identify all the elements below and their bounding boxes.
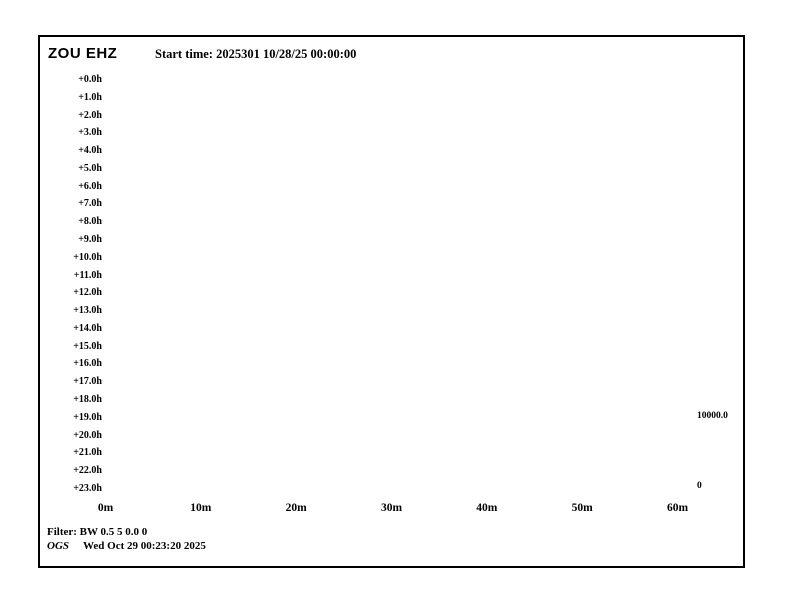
hour-label: +23.0h: [73, 482, 102, 494]
hour-label: +9.0h: [78, 234, 102, 246]
hour-label: +1.0h: [78, 91, 102, 103]
credit-line: OGS Wed Oct 29 00:23:20 2025: [47, 540, 206, 552]
hour-label: +6.0h: [78, 180, 102, 192]
org-name: OGS: [47, 540, 70, 552]
hour-label: +20.0h: [73, 429, 102, 441]
hour-label: +3.0h: [78, 127, 102, 139]
hour-label: +18.0h: [73, 394, 102, 406]
hour-label: +10.0h: [73, 251, 102, 263]
hour-label: +15.0h: [73, 340, 102, 352]
hour-label: +21.0h: [73, 447, 102, 459]
render-timestamp: Wed Oct 29 00:23:20 2025: [83, 540, 206, 552]
scale-min-label: 0: [697, 481, 702, 491]
hour-label: +22.0h: [73, 465, 102, 477]
minute-tick-label: 20m: [285, 502, 307, 514]
hour-label: +5.0h: [78, 162, 102, 174]
hour-label: +16.0h: [73, 358, 102, 370]
minute-tick-label: 10m: [190, 502, 212, 514]
hour-label: +0.0h: [78, 74, 102, 85]
hour-label: +13.0h: [73, 305, 102, 317]
minute-tick-label: 30m: [380, 502, 403, 514]
station-title: ZOU EHZ: [48, 45, 118, 62]
scale-max-label: 10000.0: [697, 411, 728, 421]
minute-tick-label: 40m: [476, 502, 498, 514]
hour-label: +7.0h: [78, 198, 102, 210]
hour-label: +17.0h: [73, 376, 102, 388]
hour-label: +4.0h: [78, 145, 102, 157]
hour-label: +14.0h: [73, 322, 102, 334]
hour-label: +12.0h: [73, 287, 102, 299]
minute-tick-label: 60m: [666, 502, 689, 514]
hour-label: +8.0h: [78, 216, 102, 228]
start-time-label: Start time: 2025301 10/28/25 00:00:00: [155, 47, 357, 61]
hour-label: +19.0h: [73, 411, 102, 423]
minute-tick-label: 50m: [571, 502, 593, 514]
hour-label: +2.0h: [78, 109, 102, 121]
plot-frame: [38, 35, 745, 568]
hour-label: +11.0h: [73, 269, 102, 281]
filter-info: Filter: BW 0.5 5 0.0 0: [47, 526, 148, 538]
minute-tick-label: 0m: [97, 502, 114, 514]
